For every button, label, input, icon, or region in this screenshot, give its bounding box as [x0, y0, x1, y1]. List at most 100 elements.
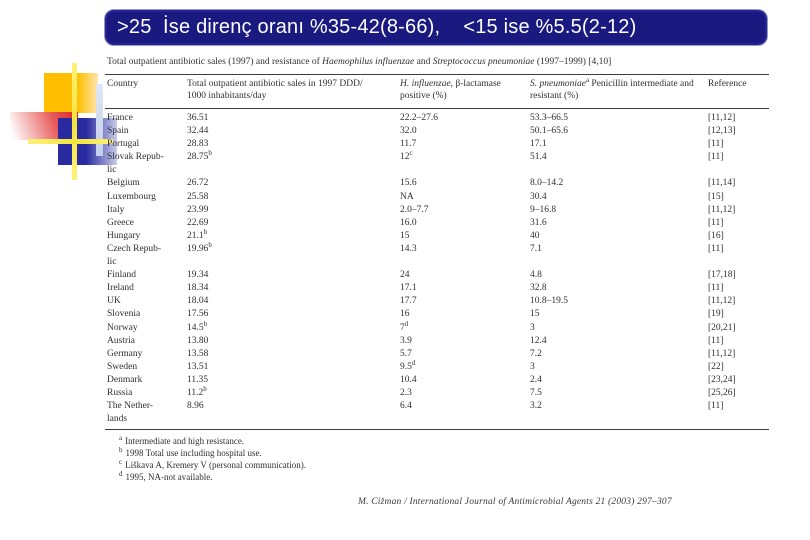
cell-spneumoniae: 2.4	[530, 374, 542, 385]
journal-citation: M. Cižman / International Journal of Ant…	[358, 497, 672, 507]
cell-reference: [11]	[708, 243, 724, 254]
cell-spneumoniae: 31.6	[530, 217, 547, 228]
table-row: Finland 19.34 24 4.8 [17,18]	[107, 269, 769, 282]
cell-reference: [16]	[708, 230, 724, 241]
footnote-mark: d	[119, 469, 123, 478]
cell-sales: 28.83	[187, 139, 209, 150]
table-row: Greece 22.69 16.0 31.6 [11]	[107, 217, 769, 230]
cell-spneumoniae: 40	[530, 230, 540, 241]
cell-hinfluenzae: 12c	[400, 149, 413, 163]
cell-spneumoniae: 12.4	[530, 335, 547, 346]
cell-spneumoniae: 3.2	[530, 401, 542, 412]
cell-reference: [11]	[708, 217, 724, 228]
cell-country: Italy	[107, 204, 125, 215]
cell-hinfluenzae: 7d	[400, 319, 409, 333]
cell-hinfluenzae: 11.7	[400, 139, 417, 150]
cell-sales: 19.34	[187, 270, 209, 281]
cell-hinfluenzae: 17.7	[400, 296, 417, 307]
footnote-text: Liškava A, Kremery V (personal communica…	[125, 459, 306, 470]
cell-hinfluenzae: 32.0	[400, 126, 417, 137]
cell-hinfluenzae: 2.0–7.7	[400, 204, 429, 215]
table-row: The Nether- lands 8.96 6.4 3.2 [11]	[107, 400, 769, 426]
cell-reference: [12,13]	[708, 126, 736, 137]
decor-vertical-yellow-line	[72, 63, 77, 180]
cell-sales: 8.96	[187, 401, 204, 412]
caption-text: Total outpatient antibiotic sales (1997)…	[107, 57, 323, 67]
slide-title: >25 İse direnç oranı %35-42(8-66), <15 i…	[117, 16, 637, 38]
cell-sales: 13.58	[187, 348, 209, 359]
cell-hinfluenzae: 15	[400, 230, 410, 241]
cell-sales: 26.72	[187, 178, 209, 189]
cell-reference: [11]	[708, 283, 724, 294]
cell-sales: 23.99	[187, 204, 209, 215]
caption-species-spneumoniae: Streptococcus pneumoniae	[432, 57, 535, 67]
column-header-reference: Reference	[708, 79, 747, 89]
cell-hinfluenzae: 6.4	[400, 401, 412, 412]
column-header-sales: Total outpatient antibiotic sales in 199…	[187, 79, 363, 101]
table-row: UK 18.04 17.7 10.8–19.5 [11,12]	[107, 295, 769, 308]
table-row: Denmark 11.35 10.4 2.4 [23,24]	[107, 374, 769, 387]
cell-sales: 18.04	[187, 296, 209, 307]
cell-spneumoniae: 7.1	[530, 243, 542, 254]
caption-species-hinfluenzae: Haemophilus influenzae	[322, 57, 415, 67]
cell-reference: [20,21]	[708, 322, 736, 333]
cell-country: Czech Repub- lic	[107, 243, 162, 268]
cell-spneumoniae: 3	[530, 322, 535, 333]
cell-country: France	[107, 113, 133, 123]
cell-country: Ireland	[107, 283, 134, 294]
cell-reference: [11,12]	[708, 204, 736, 215]
table-row: Italy 23.99 2.0–7.7 9–16.8 [11,12]	[107, 204, 769, 217]
cell-spneumoniae: 9–16.8	[530, 204, 557, 215]
table-body: France 36.51 22.2–27.6 53.3–66.5 [11,12]…	[105, 109, 769, 429]
table-row: Ireland 18.34 17.1 32.8 [11]	[107, 282, 769, 295]
cell-reference: [11]	[708, 401, 724, 412]
footnote-text: Intermediate and high resistance.	[125, 436, 245, 447]
table-row: Austria 13.80 3.9 12.4 [11]	[107, 335, 769, 348]
table-row: Germany 13.58 5.7 7.2 [11,12]	[107, 348, 769, 361]
cell-spneumoniae: 10.8–19.5	[530, 296, 568, 307]
journal-table-figure: Total outpatient antibiotic sales (1997)…	[105, 52, 769, 483]
slide-title-banner: >25 İse direnç oranı %35-42(8-66), <15 i…	[104, 9, 768, 46]
cell-hinfluenzae: NA	[400, 191, 414, 202]
table-row: Czech Repub- lic 19.96b 14.3 7.1 [11]	[107, 241, 769, 269]
decor-orange-square	[44, 73, 98, 113]
cell-reference: [22]	[708, 361, 724, 372]
table-row: Portugal 28.83 11.7 17.1 [11]	[107, 138, 769, 151]
cell-reference: [25,26]	[708, 387, 736, 398]
cell-reference: [19]	[708, 309, 724, 320]
footnote-text: 1998 Total use including hospital use.	[125, 448, 262, 459]
table-top-rule	[105, 74, 769, 75]
cell-sales: 21.1b	[187, 227, 208, 241]
cell-spneumoniae: 3	[530, 361, 535, 372]
cell-sales: 13.80	[187, 335, 209, 346]
cell-spneumoniae: 30.4	[530, 191, 547, 202]
cell-spneumoniae: 51.4	[530, 152, 547, 163]
table-footnotes: a Intermediate and high resistance. b 1998…	[105, 430, 769, 483]
cell-country: Sweden	[107, 361, 138, 372]
cell-country: UK	[107, 296, 121, 307]
table-row: Belgium 26.72 15.6 8.0–14.2 [11,14]	[107, 177, 769, 190]
table-header-rule	[105, 108, 769, 109]
footnote-mark: c	[119, 457, 123, 466]
footnote-mark: a	[119, 434, 123, 443]
cell-reference: [11,12]	[708, 296, 736, 307]
column-header-hinfluenzae: H. influenzae, β-lactamase positive (%)	[400, 79, 501, 101]
table-row: Spain 32.44 32.0 50.1–65.6 [12,13]	[107, 125, 769, 138]
footnote-text: 1995, NA-not available.	[125, 471, 213, 482]
table-header-row: Country Total outpatient antibiotic sale…	[105, 75, 769, 108]
cell-country: Spain	[107, 126, 129, 137]
cell-sales: 25.58	[187, 191, 209, 202]
table-row: France 36.51 22.2–27.6 53.3–66.5 [11,12]	[107, 112, 769, 125]
table-row: Norway 14.5b 7d 3 [20,21]	[107, 319, 769, 335]
cell-sales: 22.69	[187, 217, 209, 228]
table-bottom-rule	[105, 429, 769, 431]
table-row: Russia 11.2b 2.3 7.5 [25,26]	[107, 385, 769, 400]
cell-sales: 14.5b	[187, 319, 208, 333]
cell-country: Slovak Repub- lic	[107, 152, 164, 176]
cell-reference: [11]	[708, 139, 724, 150]
cell-spneumoniae: 50.1–65.6	[530, 126, 568, 137]
cell-spneumoniae: 17.1	[530, 139, 547, 150]
cell-country: Norway	[107, 322, 138, 333]
decor-horizontal-yellow-line	[28, 139, 113, 144]
cell-reference: [11]	[708, 152, 724, 163]
